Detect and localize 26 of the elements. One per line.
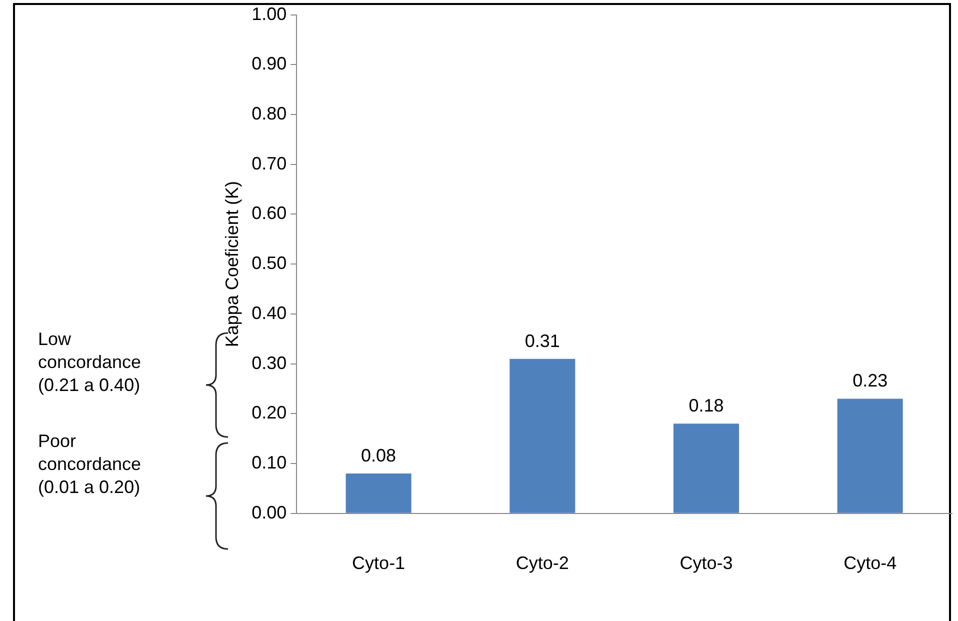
data-label: 0.08 [361,445,396,466]
bar [673,424,740,513]
text: Poor concordance (0.01 a 0.20) [38,430,142,499]
bar [346,474,412,513]
y-tick-label: 1.00 [252,4,287,24]
x-tick-label: Cyto-1 [352,553,406,574]
y-tick-label: 0.70 [252,153,287,174]
y-tick-label: 0.60 [252,203,287,224]
y-tick-label: 0.40 [252,302,287,323]
text: Low concordance (0.21 a 0.40) [38,328,142,397]
y-tick-label: 0.20 [252,402,287,423]
bar [510,358,576,513]
y-tick-label: 0.00 [252,502,287,522]
y-axis-title: Kappa Coeficient (K) [222,181,242,348]
y-tick-label: 0.50 [252,253,287,274]
x-tick-label: Cyto-2 [516,553,569,574]
y-tick-label: 0.10 [252,452,287,473]
data-label: 0.31 [524,330,560,351]
x-tick-label: Cyto-3 [680,553,733,574]
y-tick-label: 0.30 [252,352,287,373]
data-label: 0.23 [852,370,888,391]
y-tick-label: 0.80 [252,103,287,124]
bar [837,398,903,513]
y-tick-label: 0.90 [252,54,287,74]
data-label: 0.18 [688,396,724,416]
x-tick-label: Cyto-4 [844,553,897,574]
